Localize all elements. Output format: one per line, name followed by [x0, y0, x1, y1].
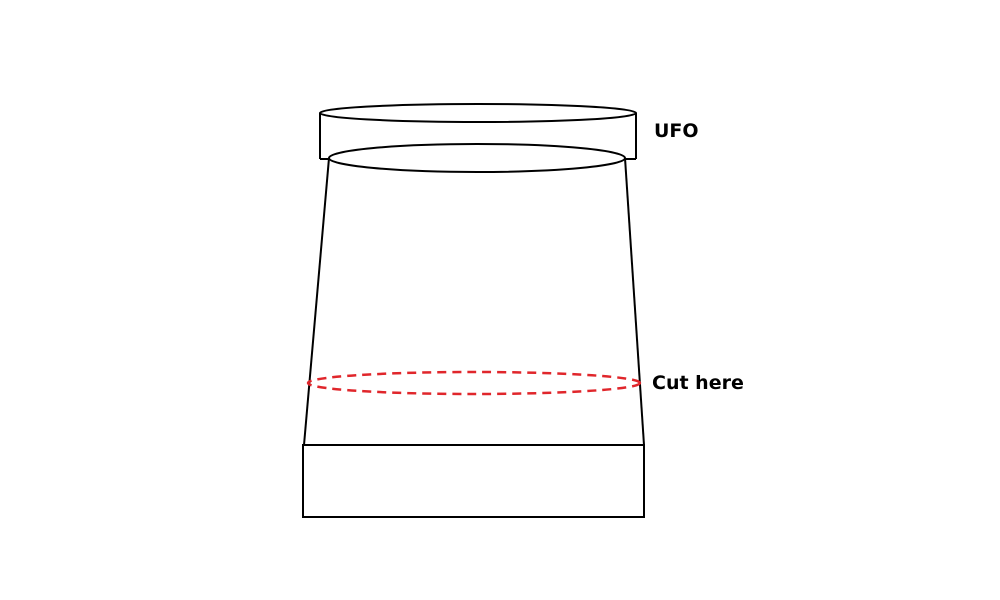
cup-rim-ellipse	[328, 143, 626, 173]
ufo-top-ellipse	[319, 103, 637, 123]
cup-left-side	[303, 157, 330, 446]
cup-base-rect	[302, 444, 645, 518]
cut-line-ellipse	[306, 370, 642, 396]
ufo-label: UFO	[654, 120, 699, 142]
cup-right-side	[624, 157, 645, 446]
cut-here-label: Cut here	[652, 372, 744, 394]
